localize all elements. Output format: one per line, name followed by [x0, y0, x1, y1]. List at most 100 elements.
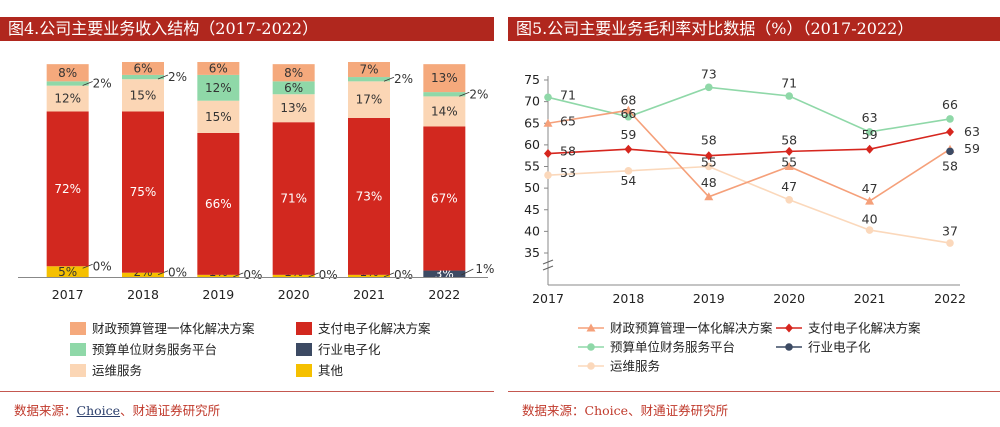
legend-label: 运维服务 — [92, 363, 142, 378]
data-point — [705, 162, 713, 171]
data-label: 2% — [394, 72, 413, 86]
legend-label: 其他 — [318, 363, 344, 378]
data-label: 0% — [319, 268, 338, 282]
data-label: 59 — [964, 141, 980, 156]
data-label: 8% — [58, 66, 77, 80]
leader-line — [233, 272, 244, 278]
series-line-circle — [547, 165, 951, 244]
x-tick-label: 2019 — [693, 291, 725, 306]
data-label: 55 — [781, 155, 797, 170]
bar-segment — [423, 126, 466, 271]
data-label: 2% — [168, 70, 187, 84]
data-label: 66 — [942, 97, 958, 112]
legend-label: 预算单位财务服务平台 — [92, 342, 217, 357]
data-label: 0% — [243, 268, 262, 282]
data-label: 14% — [431, 104, 458, 118]
source-note: 数据来源：Choice、财通证券研究所 — [14, 400, 220, 419]
leader-line — [82, 81, 93, 86]
data-point — [946, 147, 954, 156]
bar-segment — [122, 74, 164, 80]
bar-segment — [122, 62, 164, 75]
data-point — [623, 105, 633, 114]
bar-segment — [46, 111, 89, 267]
y-tick-label: 65 — [524, 115, 540, 130]
x-tick-label: 2017 — [52, 287, 84, 302]
bar-segment — [272, 81, 315, 95]
data-label: 55 — [701, 155, 717, 170]
legend-swatch — [70, 343, 86, 356]
series-line-circle — [547, 86, 951, 133]
data-label: 0% — [394, 268, 413, 282]
data-label: 63 — [862, 110, 878, 125]
data-point — [785, 196, 793, 204]
x-tick-label: 2020 — [773, 291, 805, 306]
data-point — [544, 93, 552, 102]
legend-label: 财政预算管理一体化解决方案 — [92, 321, 255, 336]
divider — [0, 391, 494, 392]
x-tick-label: 2018 — [127, 287, 159, 302]
data-label: 73 — [701, 67, 717, 82]
data-label: 54 — [620, 173, 636, 188]
data-label: 12% — [54, 92, 81, 106]
data-label: 5% — [58, 265, 77, 279]
bar-segment — [423, 270, 466, 277]
leader-line — [461, 268, 474, 276]
data-point — [785, 146, 794, 156]
data-label: 48 — [701, 175, 717, 190]
data-label: 58 — [560, 144, 576, 159]
legend-label: 运维服务 — [610, 359, 660, 374]
data-point — [946, 127, 954, 137]
data-label: 53 — [560, 165, 576, 180]
gross-margin-panel: 图5.公司主要业务毛利率对比数据（%）（2017-2022） 35 40 45 50 5… — [508, 0, 1000, 427]
data-label: 72% — [54, 182, 81, 196]
data-label: 71% — [280, 192, 307, 206]
data-label: 15% — [205, 110, 232, 124]
data-label: 13% — [280, 101, 307, 115]
source-link[interactable]: Choice — [76, 403, 121, 418]
data-label: 71 — [781, 75, 797, 90]
bar-segment — [272, 64, 315, 82]
stacked-bar-chart: 5%2%1%1%1%0%0%0%0%0%3%72%75%66%71%73%67%… — [18, 61, 494, 378]
source-note: 数据来源：Choice、财通证券研究所 — [522, 400, 728, 419]
data-label: 7% — [359, 63, 378, 77]
legend-marker — [586, 323, 596, 332]
bar-segment — [197, 62, 240, 75]
bar-segment — [348, 117, 390, 275]
data-label: 47 — [862, 181, 878, 196]
data-label: 58 — [781, 133, 797, 148]
bar-segment — [197, 74, 240, 101]
legend-marker — [587, 343, 595, 351]
bar-segment — [46, 85, 89, 112]
y-tick-label: 50 — [524, 180, 540, 195]
data-point — [543, 118, 553, 127]
data-label: 63 — [964, 124, 980, 139]
data-point — [865, 128, 874, 136]
bar-segment — [423, 96, 466, 127]
data-label: 37 — [942, 223, 958, 238]
data-label: 6% — [284, 81, 303, 95]
bar-segment — [423, 64, 466, 93]
data-label: 47 — [781, 179, 797, 194]
legend-label: 预算单位财务服务平台 — [610, 340, 735, 355]
bar-segment — [272, 274, 315, 277]
bar-segment — [348, 77, 390, 82]
data-label: 71 — [560, 87, 576, 102]
legend-label: 支付电子化解决方案 — [318, 321, 431, 336]
data-point — [865, 226, 874, 234]
y-tick-label: 55 — [524, 159, 540, 174]
data-point — [785, 92, 793, 100]
bar-segment — [197, 274, 240, 277]
data-point — [624, 167, 633, 175]
bar-segment — [272, 94, 315, 123]
data-label: 1% — [475, 262, 494, 276]
x-tick-label: 2021 — [854, 291, 886, 306]
data-label: 67% — [431, 192, 458, 206]
source-prefix: 数据来源： — [522, 403, 585, 418]
bar-segment — [197, 100, 240, 133]
data-point — [705, 83, 713, 92]
data-label: 2% — [93, 77, 112, 91]
data-label: 58 — [942, 159, 958, 174]
data-label: 0% — [168, 266, 187, 280]
data-label: 0% — [93, 259, 112, 273]
source-link-text: Choice — [584, 403, 629, 418]
